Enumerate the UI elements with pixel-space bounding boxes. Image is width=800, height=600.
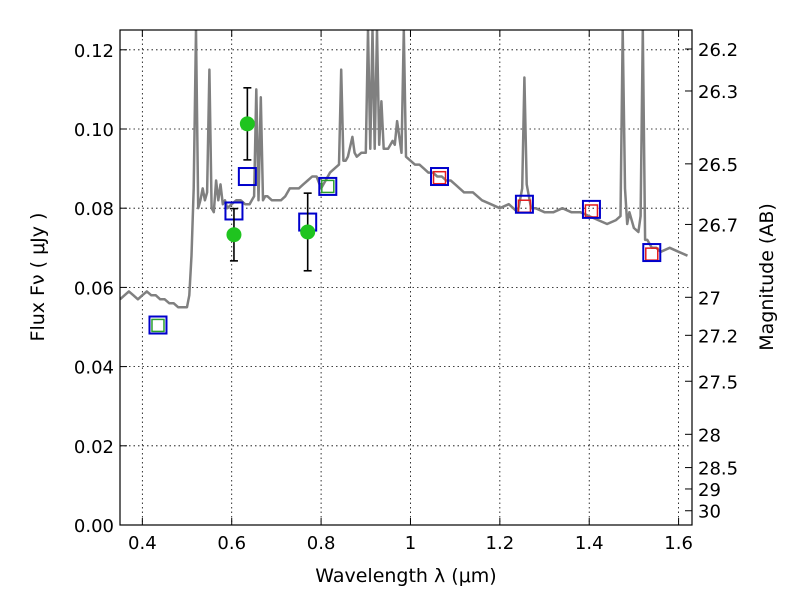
model-photometry-marker [321,179,335,194]
x-tick-label: 1.6 [664,533,693,554]
x-tick-label: 1 [405,533,416,554]
magnitude-tick-label: 28 [698,425,721,446]
y-tick-label: 0.10 [74,120,114,141]
y-tick-label: 0.02 [74,437,114,458]
y-tick-label: 0.12 [74,41,114,62]
observed-flux-box [148,315,168,335]
x-tick-label: 1.4 [575,533,604,554]
plot-area [120,30,689,335]
magnitude-tick-label: 26.3 [698,82,738,103]
x-axis-ticks: 0.4 0.6 0.8 1 1.2 1.4 1.6 [128,30,693,554]
y-tick-label: 0.04 [74,358,114,379]
y-tick-label: 0.06 [74,278,114,299]
y-tick-label: 0.00 [74,516,114,537]
magnitude-tick-label: 27.5 [698,372,738,393]
measurement-point [226,227,242,243]
y-axis-label: Flux Fν ( μJy ) [27,213,49,342]
magnitude-tick-label: 26.2 [698,40,738,61]
observed-flux-box [318,176,338,196]
y-tick-label: 0.08 [74,199,114,220]
y-axis-ticks: 0.00 0.02 0.04 0.06 0.08 0.10 0.12 [74,41,127,537]
x-tick-label: 0.4 [128,533,157,554]
measurement-point [300,224,316,240]
observed-flux-box [514,194,534,214]
x-tick-label: 1.2 [486,533,515,554]
magnitude-tick-label: 26.5 [698,155,738,176]
observed-flux-box [430,167,450,187]
observed-flux-box [581,199,601,219]
plot-frame [119,29,693,526]
x-tick-label: 0.6 [217,533,246,554]
observed-flux-box [237,167,257,187]
x-axis-label: Wavelength λ (μm) [315,565,496,587]
observed-flux-box [642,243,662,263]
magnitude-tick-label: 30 [698,502,721,523]
model-photometry-marker [645,247,659,261]
x-tick-label: 0.8 [307,533,336,554]
magnitude-axis-label: Magnitude (AB) [756,203,778,351]
magnitude-tick-label: 27 [698,288,721,309]
magnitude-tick-label: 28.5 [698,459,738,480]
measurement-point [239,116,255,132]
magnitude-tick-label: 26.7 [698,215,738,236]
magnitude-tick-label: 29 [698,480,721,501]
model-spectrum-line [120,30,689,309]
model-photometry-marker [432,170,447,185]
magnitude-tick-label: 27.2 [698,326,738,347]
model-photometry-marker [151,318,165,333]
